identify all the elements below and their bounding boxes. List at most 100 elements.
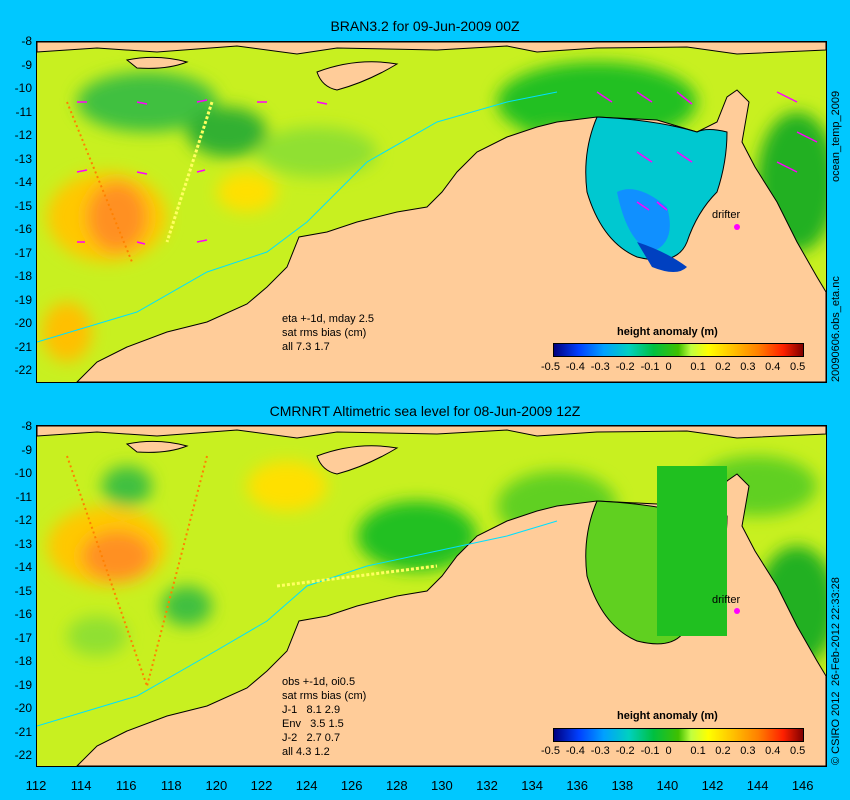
colorbar-tick-label: 0.5 xyxy=(790,745,806,757)
colorbar-tick-label: -0.2 xyxy=(615,361,635,373)
colorbar-tick-label: -0.1 xyxy=(640,745,660,757)
bottom-y-tick-label: -22 xyxy=(14,748,32,762)
x-tick-label: 138 xyxy=(611,778,634,793)
top-y-tick-label: -19 xyxy=(14,292,32,307)
colorbar-tick-label: -0.1 xyxy=(640,361,660,373)
bottom-side-label-lower: © CSIRO 2012 xyxy=(830,691,842,765)
colorbar-tick-label: 0 xyxy=(665,745,672,757)
bottom-y-tick-label: -16 xyxy=(14,607,32,621)
bottom-note-line: all 4.3 1.2 xyxy=(282,746,330,758)
x-tick-label: 130 xyxy=(431,778,453,793)
top-drifter-label: drifter xyxy=(712,209,741,221)
x-tick-label: 114 xyxy=(70,778,92,793)
bottom-side-label-upper: 26-Feb-2012 22:33:28 xyxy=(830,577,842,686)
bottom-panel-title: CMRNRT Altimetric sea level for 08-Jun-2… xyxy=(269,403,581,419)
bottom-y-tick-label: -14 xyxy=(14,560,32,574)
x-tick-label: 116 xyxy=(115,778,137,793)
top-map-svg xyxy=(37,42,826,382)
top-y-tick-label: -16 xyxy=(14,222,32,236)
x-tick-label: 112 xyxy=(25,778,47,793)
top-colorbar xyxy=(553,343,804,357)
colorbar-tick-label: 0.1 xyxy=(690,361,706,373)
x-tick-label: 124 xyxy=(295,778,318,793)
top-y-tick-label: -18 xyxy=(14,269,32,283)
x-tick-label: 140 xyxy=(656,778,679,793)
top-gulf-of-carpentaria xyxy=(585,116,728,261)
bottom-northern-islands xyxy=(37,426,826,439)
top-y-tick-label: -13 xyxy=(14,151,32,166)
colorbar-tick-label: -0.4 xyxy=(565,361,585,373)
bottom-colorbar xyxy=(553,728,804,742)
top-northern-islands xyxy=(37,42,826,55)
top-y-tick-label: -12 xyxy=(14,128,32,142)
x-tick-label: 144 xyxy=(746,778,769,793)
colorbar-tick-label: 0.2 xyxy=(715,361,731,373)
bottom-sat-track-3 xyxy=(276,564,438,588)
bottom-note-line: sat rms bias (cm) xyxy=(282,690,367,702)
bottom-map-panel xyxy=(36,425,827,767)
bottom-gulf-anomaly-block xyxy=(657,466,727,636)
top-note-line: eta +-1d, mday 2.5 xyxy=(282,313,375,325)
bottom-sat-track-1 xyxy=(66,455,148,687)
bottom-contour-line xyxy=(37,520,558,727)
bottom-y-tick-label: -11 xyxy=(15,489,32,504)
top-side-label-lower: 20090606.obs_eta.nc xyxy=(830,276,842,382)
bottom-colorbar-title: height anomaly (m) xyxy=(617,710,718,722)
top-y-tick-label: -11 xyxy=(15,104,32,119)
bottom-y-tick-label: -12 xyxy=(14,513,32,527)
top-y-tick-label: -17 xyxy=(14,245,32,260)
bottom-drifter-marker xyxy=(734,608,740,614)
colorbar-tick-label: -0.5 xyxy=(541,361,560,373)
x-tick-label: 128 xyxy=(385,778,408,793)
bottom-note-line: J-1 8.1 2.9 xyxy=(282,704,341,716)
top-gulf-anomaly-low xyxy=(617,189,670,252)
bottom-y-tick-label: -9 xyxy=(21,442,32,457)
colorbar-tick-label: 0.4 xyxy=(765,745,781,757)
bottom-y-tick-label: -10 xyxy=(14,466,32,480)
top-y-tick-label: -21 xyxy=(14,339,32,354)
bottom-note-line: obs +-1d, oi0.5 xyxy=(282,676,356,688)
top-note-line: sat rms bias (cm) xyxy=(282,327,367,339)
colorbar-tick-label: 0.3 xyxy=(740,361,756,373)
x-tick-label: 122 xyxy=(250,778,273,793)
bottom-y-tick-label: -15 xyxy=(14,583,32,598)
bottom-map-svg xyxy=(37,426,826,766)
colorbar-tick-label: -0.4 xyxy=(565,745,585,757)
colorbar-tick-label: 0.1 xyxy=(690,745,706,757)
top-note-line: all 7.3 1.7 xyxy=(282,341,330,353)
bottom-y-tick-label: -21 xyxy=(14,724,32,739)
colorbar-tick-label: 0.2 xyxy=(715,745,731,757)
colorbar-tick-label: 0.3 xyxy=(740,745,756,757)
top-y-tick-label: -20 xyxy=(14,316,32,330)
colorbar-tick-label: -0.5 xyxy=(541,745,560,757)
top-drifter-marker xyxy=(734,224,740,230)
colorbar-tick-label: -0.2 xyxy=(615,745,635,757)
top-y-tick-label: -14 xyxy=(14,175,32,189)
top-y-tick-label: -15 xyxy=(14,198,32,213)
colorbar-tick-label: 0.5 xyxy=(790,361,806,373)
top-stats-note: eta +-1d, mday 2.5 sat rms bias (cm) all… xyxy=(282,312,374,354)
top-gulf-anomaly-deep xyxy=(637,242,687,272)
x-tick-label: 136 xyxy=(566,778,589,793)
x-tick-label: 134 xyxy=(521,778,543,793)
top-sat-track-2 xyxy=(165,101,214,243)
bottom-y-tick-label: -19 xyxy=(14,677,32,692)
colorbar-tick-label: 0.4 xyxy=(765,361,781,373)
colorbar-tick-label: 0 xyxy=(665,361,672,373)
x-tick-label: 142 xyxy=(701,778,724,793)
top-y-tick-label: -22 xyxy=(14,363,32,377)
top-map-panel xyxy=(36,41,827,383)
top-sumba-island xyxy=(125,56,189,69)
bottom-y-tick-label: -8 xyxy=(21,419,32,433)
colorbar-tick-label: -0.3 xyxy=(590,361,610,373)
x-tick-label: 126 xyxy=(340,778,363,793)
top-timor-island xyxy=(316,61,399,91)
top-panel-title: BRAN3.2 for 09-Jun-2009 00Z xyxy=(330,18,520,34)
top-velocity-arrows xyxy=(76,91,818,245)
bottom-y-tick-label: -20 xyxy=(14,701,32,715)
top-contour-line xyxy=(37,91,558,343)
top-sat-track-1 xyxy=(66,101,133,263)
bottom-note-line: J-2 2.7 0.7 xyxy=(282,732,341,744)
bottom-drifter-label: drifter xyxy=(712,594,741,606)
colorbar-tick-label: -0.3 xyxy=(590,745,610,757)
